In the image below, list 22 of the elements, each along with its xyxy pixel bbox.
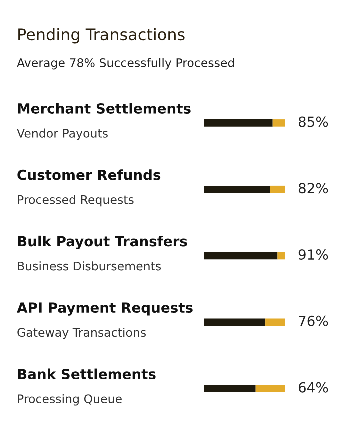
y-tick-label: Merchant Settlements Vendor Payouts <box>17 103 191 140</box>
y-tick-label: API Payment Requests Gateway Transactions <box>17 302 193 340</box>
bar <box>204 318 266 326</box>
data-label: 76% <box>299 316 328 326</box>
y-tick-label: Customer Refunds Processed Requests <box>18 170 161 207</box>
chart-title: Pending Transactions <box>18 28 185 44</box>
data-label: 91% <box>298 250 328 260</box>
bar <box>204 186 270 194</box>
bar <box>204 385 256 392</box>
bar <box>272 120 285 127</box>
bar <box>256 385 285 392</box>
bar <box>278 252 285 260</box>
bar <box>266 318 285 326</box>
y-tick-label: Bulk Payout Transfers Business Disbursements <box>18 236 188 271</box>
y-tick-label: Bank Settlements Processing Queue <box>18 368 156 406</box>
bar <box>204 120 273 127</box>
chart-subtitle: Average 78% Successfully Processed <box>17 58 234 70</box>
bar <box>204 252 278 260</box>
bar <box>270 186 285 194</box>
data-label: 64% <box>298 382 328 393</box>
data-label: 85% <box>298 116 328 128</box>
data-label: 82% <box>298 183 328 194</box>
